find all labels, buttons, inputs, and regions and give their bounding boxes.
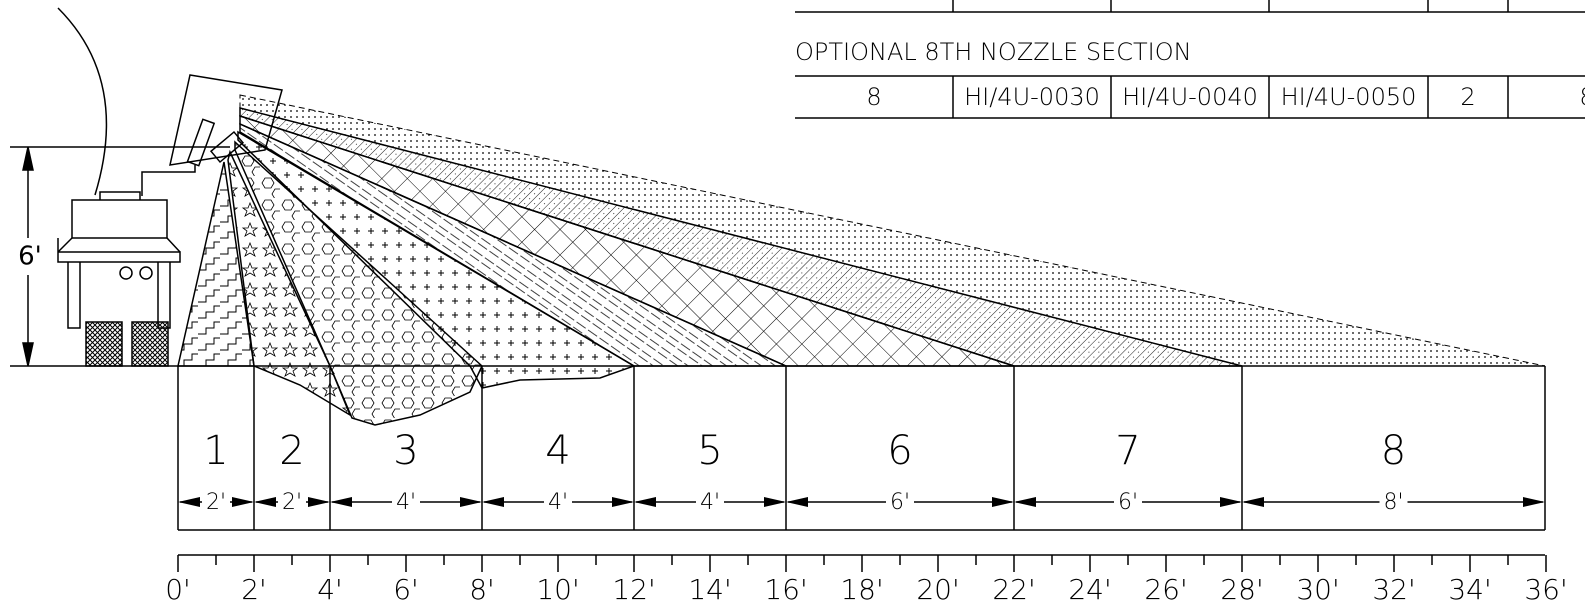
scale: 0' 2' 4' 6' 8' 10' 12' 14' 16' 18' 20' 22' 24' 26' 28'…	[165, 554, 1568, 606]
arrow	[232, 497, 254, 507]
section-number: 7	[1115, 428, 1140, 474]
arrow	[1523, 497, 1545, 507]
truck	[57, 7, 283, 367]
arrow	[634, 497, 656, 507]
scale-label: 4'	[317, 573, 343, 606]
scale-label: 2'	[241, 573, 267, 606]
scale-label: 24'	[1068, 573, 1111, 606]
table-lines	[795, 0, 1585, 119]
arrow	[1242, 497, 1264, 507]
arrow	[1220, 497, 1242, 507]
section-width: 4'	[548, 490, 568, 515]
table-row: 8 HI/4U-0030 HI/4U-0040 HI/4U-0050 2 8	[866, 83, 1585, 111]
arrow	[612, 497, 634, 507]
scale-label: 32'	[1372, 573, 1415, 606]
scale-label: 20'	[916, 573, 959, 606]
arrow	[992, 497, 1014, 507]
scale-label: 36'	[1524, 573, 1567, 606]
arrow	[254, 497, 276, 507]
scale-label: 18'	[840, 573, 883, 606]
arrow	[308, 497, 330, 507]
arrow	[482, 497, 504, 507]
scale-label: 34'	[1448, 573, 1491, 606]
sections: 1 2' 2 2' 3 4' 4 4' 5 4' 6 6' 7 6' 8 8'	[177, 366, 1546, 531]
scale-label: 26'	[1144, 573, 1187, 606]
spray-fans	[177, 94, 1546, 426]
table-cell: HI/4U-0040	[1122, 83, 1258, 111]
section-width: 4'	[396, 490, 416, 515]
scale-label: 10'	[536, 573, 579, 606]
height-label: 6'	[18, 242, 42, 272]
section-width: 8'	[1383, 490, 1403, 515]
arrow	[764, 497, 786, 507]
scale-label: 16'	[764, 573, 807, 606]
arrow	[786, 497, 808, 507]
scale-label: 12'	[612, 573, 655, 606]
section-number: 5	[697, 428, 722, 474]
scale-label: 28'	[1220, 573, 1263, 606]
section-number: 2	[279, 428, 304, 474]
section-width: 2'	[206, 490, 226, 515]
scale-label: 14'	[688, 573, 731, 606]
section-width: 6'	[890, 490, 910, 515]
scale-label: 0'	[165, 573, 191, 606]
scale-label: 6'	[393, 573, 419, 606]
section-number: 4	[545, 428, 570, 474]
section-number: 3	[393, 428, 418, 474]
table-cell: 8	[1579, 83, 1585, 111]
height-dimension	[10, 146, 1545, 367]
table-cell: 2	[1460, 83, 1475, 111]
table-cell: HI/4U-0050	[1281, 83, 1417, 111]
section-number: 6	[887, 428, 912, 474]
table-caption: OPTIONAL 8TH NOZZLE SECTION	[795, 38, 1192, 66]
section-width: 2'	[282, 490, 302, 515]
arrow	[460, 497, 482, 507]
section-width: 6'	[1118, 490, 1138, 515]
table-cell: 8	[866, 83, 881, 111]
arrow	[178, 497, 200, 507]
scale-label: 8'	[469, 573, 495, 606]
section-number: 8	[1381, 428, 1406, 474]
table-cell: HI/4U-0030	[964, 83, 1100, 111]
section-number: 1	[203, 428, 228, 474]
scale-label: 30'	[1296, 573, 1339, 606]
scale-label: 22'	[992, 573, 1035, 606]
arrow	[330, 497, 352, 507]
arrow	[1014, 497, 1036, 507]
section-width: 4'	[700, 490, 720, 515]
